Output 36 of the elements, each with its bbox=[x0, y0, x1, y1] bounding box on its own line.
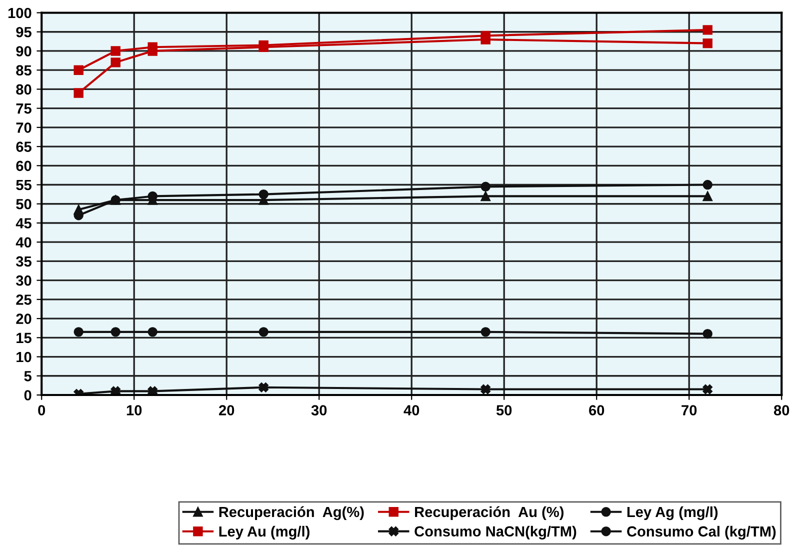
y-tick-label: 5 bbox=[24, 371, 32, 382]
y-tick-label: 65 bbox=[16, 142, 32, 152]
legend-label: Consumo Cal (kg/TM) bbox=[627, 526, 776, 540]
y-tick-label: 55 bbox=[16, 180, 32, 190]
y-tick-label: 80 bbox=[16, 84, 32, 95]
y-tick-label: 40 bbox=[16, 237, 32, 248]
y-tick-label: 60 bbox=[16, 160, 32, 172]
y-tick-label: 20 bbox=[16, 314, 32, 324]
x-tick-label: 30 bbox=[311, 405, 327, 416]
x-tick-label: 10 bbox=[126, 405, 142, 416]
y-tick-label: 10 bbox=[16, 352, 32, 362]
x-tick-label: 70 bbox=[682, 405, 697, 416]
y-tick-label: 30 bbox=[16, 275, 32, 286]
x-tick-label: 40 bbox=[404, 405, 420, 416]
y-tick-label: 50 bbox=[16, 198, 32, 210]
y-tick-label: 90 bbox=[16, 46, 32, 56]
y-tick-label: 25 bbox=[16, 294, 32, 305]
y-tick-label: 35 bbox=[16, 256, 32, 267]
y-tick-label: 75 bbox=[16, 104, 32, 114]
y-tick-label: 45 bbox=[16, 218, 32, 228]
y-tick-label: 100 bbox=[8, 8, 32, 18]
x-tick-label: 20 bbox=[218, 405, 234, 416]
legend-label: Recuperación Ag(%) bbox=[219, 506, 364, 520]
y-tick-label: 0 bbox=[24, 390, 32, 400]
x-tick-label: 50 bbox=[496, 405, 512, 416]
legend-label: Recuperación Au (%) bbox=[415, 506, 564, 520]
x-tick-label: 0 bbox=[38, 405, 46, 416]
legend-label: Ley Au (mg/l) bbox=[219, 526, 310, 540]
legend-label: Consumo NaCN(kg/TM) bbox=[414, 526, 576, 540]
y-tick-label: 15 bbox=[16, 332, 32, 344]
x-tick-label: 60 bbox=[589, 405, 604, 416]
y-tick-label: 70 bbox=[16, 122, 32, 133]
x-tick-label: 80 bbox=[774, 405, 790, 416]
y-tick-label: 85 bbox=[16, 65, 32, 76]
legend-label: Ley Ag (mg/l) bbox=[627, 506, 718, 520]
y-tick-label: 95 bbox=[16, 26, 32, 38]
